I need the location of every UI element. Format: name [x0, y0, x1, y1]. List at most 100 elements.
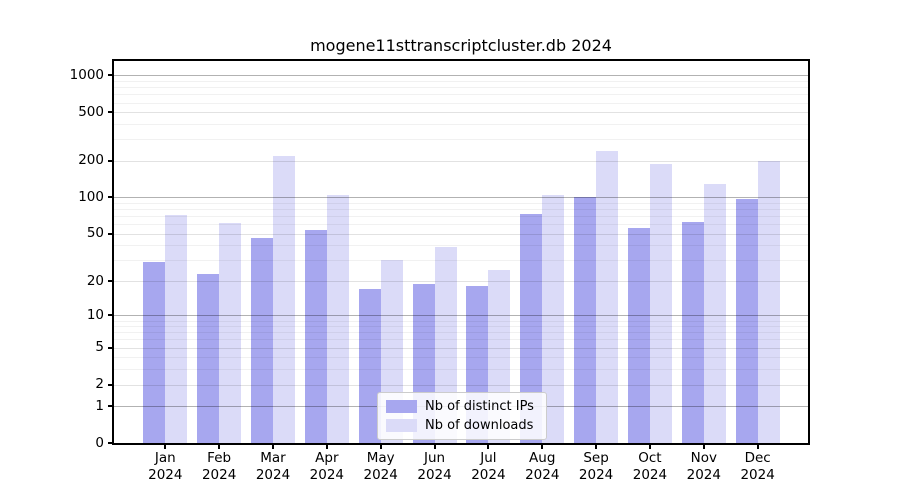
x-tick-jul [487, 445, 490, 449]
bar-ips-nov [681, 221, 704, 443]
bar-ips-apr [304, 229, 327, 443]
x-tick-label-oct: Oct 2024 [632, 450, 668, 483]
gridline-50 [114, 233, 808, 235]
x-tick-label-mar: Mar 2024 [255, 450, 291, 483]
x-tick-jan [164, 445, 167, 449]
y-tick-label-1: 1 [95, 397, 104, 414]
legend-item-downloads: Nb of downloads [386, 418, 534, 433]
y-tick-label-0: 0 [95, 434, 104, 451]
gridline-minor-7 [114, 332, 808, 334]
y-tick-50 [108, 232, 112, 235]
gridline-minor-900 [114, 81, 808, 83]
x-tick-label-jul: Jul 2024 [471, 450, 506, 483]
gridline-5 [114, 347, 808, 349]
gridline-minor-90 [114, 203, 808, 205]
y-tick-0 [108, 442, 112, 444]
gridline-2 [114, 384, 808, 386]
bar-ips-sep [574, 197, 597, 443]
gridline-minor-60 [114, 224, 808, 226]
gridline-minor-3 [114, 369, 808, 371]
bar-downloads-oct [649, 163, 672, 443]
bar-downloads-nov [703, 183, 726, 443]
axis-spine-right [808, 59, 810, 445]
y-tick-label-500: 500 [78, 103, 104, 120]
gridline-500 [114, 112, 808, 114]
y-tick-200 [108, 159, 112, 162]
y-tick-label-200: 200 [78, 152, 104, 169]
y-tick-label-2: 2 [95, 376, 104, 393]
legend-label-distinct-ips: Nb of distinct IPs [425, 399, 534, 414]
x-tick-label-nov: Nov 2024 [686, 450, 721, 483]
y-tick-label-100: 100 [78, 188, 104, 205]
y-tick-500 [108, 111, 112, 114]
gridline-minor-300 [114, 139, 808, 141]
legend-swatch-downloads [386, 419, 417, 432]
bar-ips-jan [143, 262, 166, 443]
y-tick-100 [108, 196, 112, 199]
gridline-minor-400 [114, 124, 808, 126]
y-tick-1000 [108, 74, 112, 77]
gridline-100 [114, 197, 808, 199]
x-tick-label-jun: Jun 2024 [417, 450, 452, 483]
gridline-minor-40 [114, 245, 808, 247]
chart-title: mogene11sttranscriptcluster.db 2024 [310, 36, 612, 55]
x-tick-sep [595, 445, 598, 449]
x-tick-label-feb: Feb 2024 [201, 450, 237, 483]
y-tick-label-1000: 1000 [69, 66, 104, 83]
x-tick-label-may: May 2024 [363, 450, 398, 483]
gridline-20 [114, 281, 808, 283]
bar-ips-may [358, 289, 381, 443]
y-tick-10 [108, 314, 112, 317]
legend-item-distinct-ips: Nb of distinct IPs [386, 399, 534, 414]
gridline-minor-9 [114, 320, 808, 322]
y-tick-5 [108, 346, 112, 349]
bar-downloads-sep [596, 151, 619, 443]
bar-ips-oct [627, 227, 650, 443]
y-tick-label-5: 5 [95, 339, 104, 356]
x-tick-label-apr: Apr 2024 [309, 450, 345, 483]
bar-downloads-mar [273, 155, 295, 443]
bar-downloads-apr [326, 194, 349, 443]
x-tick-feb [218, 445, 221, 449]
bar-ips-aug [520, 214, 543, 443]
x-tick-dec [756, 445, 759, 449]
plot-area [114, 61, 808, 443]
x-tick-apr [325, 445, 328, 449]
gridline-minor-4 [114, 357, 808, 359]
gridline-minor-700 [114, 94, 808, 96]
bar-downloads-aug [542, 194, 565, 443]
legend-label-downloads: Nb of downloads [425, 418, 534, 433]
y-tick-1 [108, 405, 112, 408]
x-tick-may [379, 445, 382, 449]
gridline-minor-70 [114, 216, 808, 218]
gridline-200 [114, 160, 808, 162]
x-tick-label-aug: Aug 2024 [525, 450, 560, 483]
x-tick-aug [541, 445, 544, 449]
x-tick-mar [272, 445, 274, 449]
x-tick-label-dec: Dec 2024 [740, 450, 775, 483]
gridline-minor-8 [114, 326, 808, 328]
bar-ips-mar [251, 238, 273, 443]
bar-ips-dec [735, 198, 758, 443]
x-tick-nov [702, 445, 705, 449]
y-tick-2 [108, 383, 112, 386]
bar-downloads-dec [757, 160, 780, 443]
gridline-minor-600 [114, 102, 808, 104]
gridline-minor-80 [114, 209, 808, 211]
bar-ips-feb [197, 273, 220, 443]
y-tick-20 [108, 280, 112, 283]
x-tick-label-jan: Jan 2024 [148, 450, 183, 483]
bar-downloads-jan [165, 214, 188, 443]
axis-spine-bottom [112, 443, 810, 445]
x-tick-oct [648, 445, 651, 449]
y-tick-label-20: 20 [86, 272, 104, 289]
bar-downloads-feb [219, 223, 242, 443]
gridline-minor-6 [114, 339, 808, 341]
gridline-1000 [114, 75, 808, 77]
gridline-minor-30 [114, 260, 808, 262]
y-tick-label-50: 50 [86, 225, 104, 242]
gridline-10 [114, 315, 808, 317]
x-tick-jun [433, 445, 436, 449]
axis-spine-left [112, 59, 114, 445]
